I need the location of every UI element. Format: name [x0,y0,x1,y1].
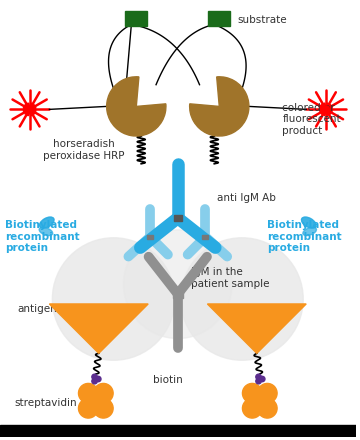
Circle shape [95,376,101,382]
Bar [174,215,182,221]
Text: Biotinylated
recombinant
protein: Biotinylated recombinant protein [5,220,80,253]
Circle shape [258,377,262,381]
Text: colored or
fluorescent
product: colored or fluorescent product [283,103,341,136]
Polygon shape [49,304,148,353]
Circle shape [78,383,98,403]
Bar [0,425,356,437]
Ellipse shape [39,227,53,235]
Ellipse shape [40,217,54,228]
Wedge shape [190,77,249,136]
Circle shape [92,374,97,380]
Circle shape [92,378,97,384]
Circle shape [323,106,329,113]
Circle shape [94,383,113,403]
Bar [202,235,208,239]
Text: substrate: substrate [237,15,287,25]
Text: IgM in the
patient sample: IgM in the patient sample [191,268,269,289]
Circle shape [257,383,277,403]
Text: horseradish
peroxidase HRP: horseradish peroxidase HRP [43,139,125,161]
Circle shape [94,377,98,381]
Circle shape [26,106,33,113]
Circle shape [78,399,98,418]
Circle shape [52,238,175,360]
Circle shape [242,383,262,403]
Circle shape [88,393,104,409]
Circle shape [256,378,261,384]
Text: antigen: antigen [18,304,58,314]
Bar [125,11,147,26]
Polygon shape [207,304,306,353]
Text: streptavidin: streptavidin [15,398,77,408]
Bar [147,235,153,239]
Bar [173,290,183,298]
Circle shape [256,374,261,380]
Text: anti IgM Ab: anti IgM Ab [217,193,276,203]
Circle shape [252,393,268,409]
Bar [208,11,230,26]
Circle shape [242,399,262,418]
Ellipse shape [301,217,316,228]
Circle shape [260,376,265,382]
Wedge shape [107,77,166,136]
Circle shape [181,238,303,360]
Ellipse shape [303,227,316,235]
Circle shape [94,399,113,418]
Circle shape [257,399,277,418]
Text: Biotinylated
recombinant
protein: Biotinylated recombinant protein [267,220,341,253]
Text: biotin: biotin [153,375,183,385]
Circle shape [123,230,232,338]
